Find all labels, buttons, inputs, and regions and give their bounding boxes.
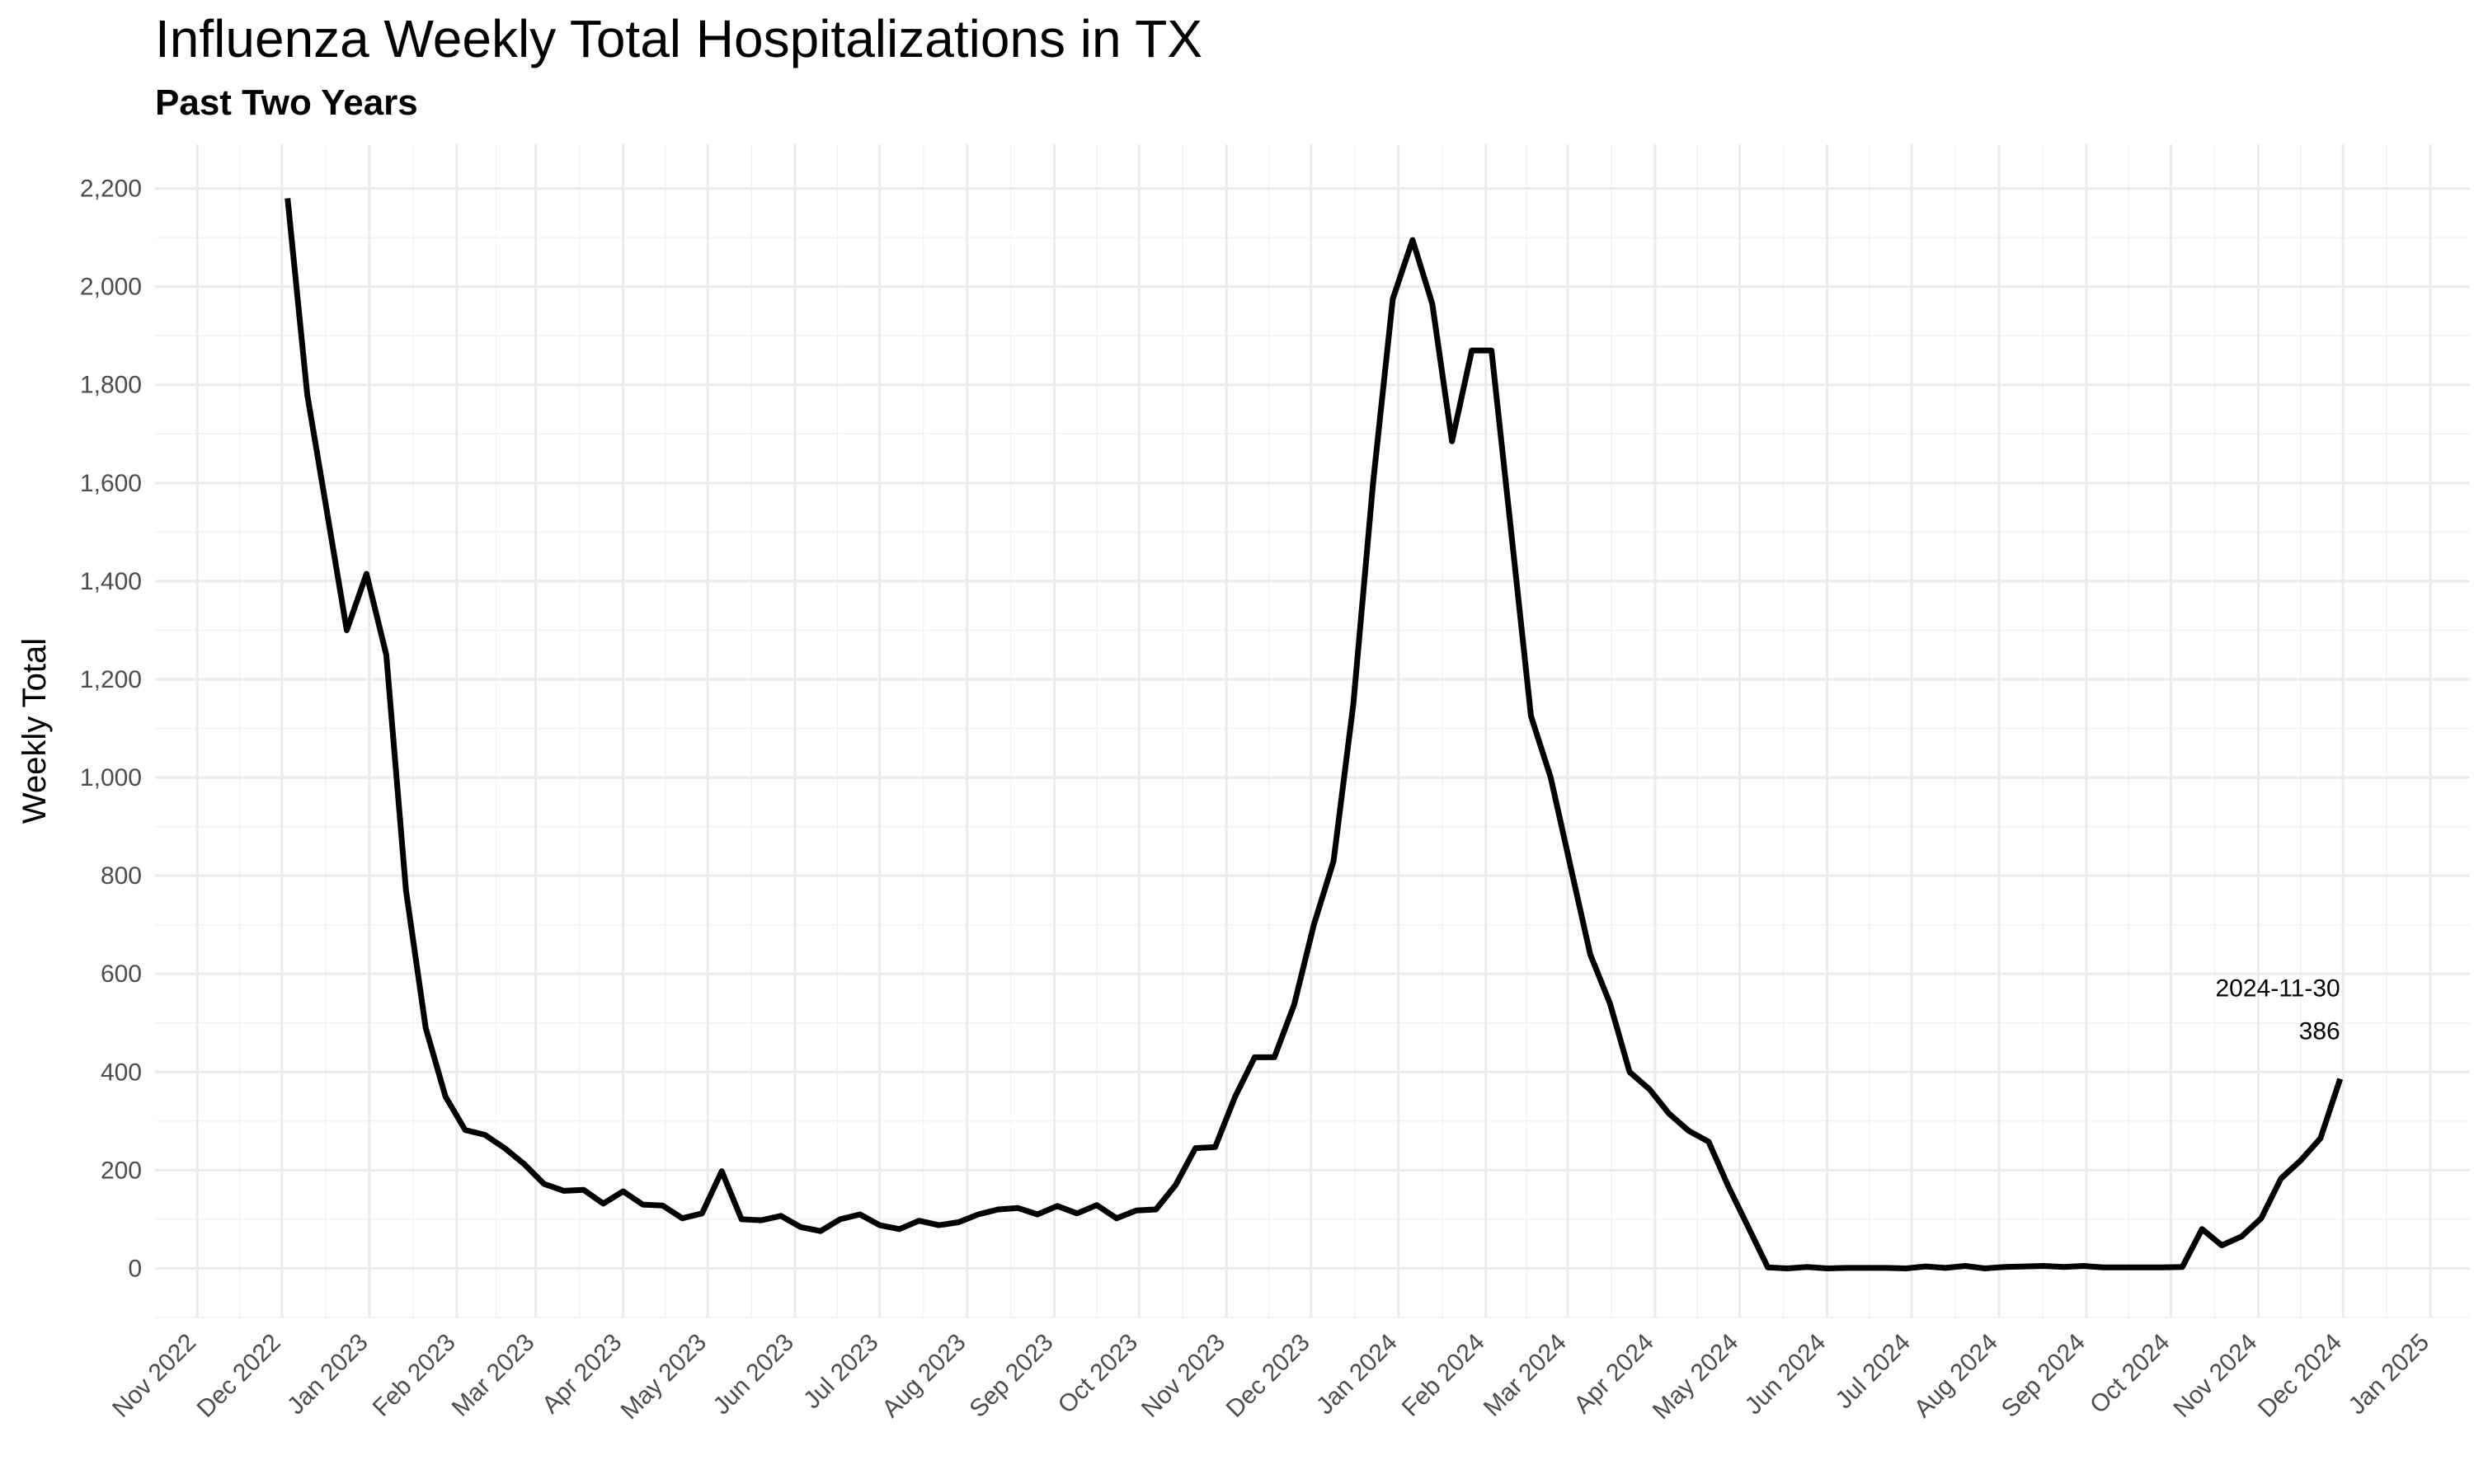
x-tick-label: Aug 2023 bbox=[877, 1329, 971, 1423]
y-tick-label: 1,600 bbox=[80, 470, 142, 497]
x-tick-label: Sep 2024 bbox=[1997, 1329, 2091, 1423]
data-points bbox=[285, 196, 2343, 1271]
x-tick-label: Apr 2023 bbox=[537, 1329, 627, 1419]
minor-gridlines bbox=[155, 144, 2470, 1318]
annotation-value: 386 bbox=[2299, 1018, 2340, 1045]
y-tick-label: 1,400 bbox=[80, 568, 142, 595]
major-gridlines bbox=[155, 144, 2470, 1317]
y-tick-label: 2,000 bbox=[80, 274, 142, 301]
chart-title: Influenza Weekly Total Hospitalizations … bbox=[155, 9, 1202, 68]
x-tick-label: Dec 2024 bbox=[2253, 1329, 2347, 1423]
x-tick-label: Jun 2023 bbox=[708, 1329, 799, 1421]
chart-subtitle: Past Two Years bbox=[155, 82, 418, 123]
y-tick-label: 600 bbox=[101, 960, 142, 988]
x-tick-label: Nov 2022 bbox=[107, 1329, 201, 1423]
y-tick-label: 0 bbox=[128, 1255, 142, 1282]
annotation-date: 2024-11-30 bbox=[2215, 975, 2340, 1003]
x-tick-label: Dec 2023 bbox=[1221, 1329, 1315, 1423]
x-tick-label: Jul 2024 bbox=[1830, 1329, 1916, 1415]
x-tick-label: Jan 2023 bbox=[282, 1329, 374, 1421]
x-tick-label: Sep 2023 bbox=[964, 1329, 1058, 1423]
x-tick-label: Jan 2025 bbox=[2343, 1329, 2434, 1421]
x-tick-label: Mar 2023 bbox=[447, 1329, 540, 1422]
y-tick-label: 1,000 bbox=[80, 764, 142, 791]
x-tick-label: Oct 2023 bbox=[1053, 1329, 1143, 1419]
y-tick-label: 1,800 bbox=[80, 372, 142, 399]
y-tick-label: 800 bbox=[101, 862, 142, 890]
x-tick-label: Nov 2024 bbox=[2168, 1329, 2262, 1423]
x-tick-label: Apr 2024 bbox=[1569, 1329, 1658, 1419]
x-tick-label: Feb 2024 bbox=[1397, 1329, 1490, 1422]
x-tick-label: Nov 2023 bbox=[1136, 1329, 1230, 1423]
y-axis-ticks: 0 200 400 600 800 1,000 1,200 1,400 1,600 1,800 2,… bbox=[80, 176, 142, 1283]
x-tick-label: May 2023 bbox=[616, 1329, 712, 1425]
x-tick-label: Aug 2024 bbox=[1909, 1329, 2003, 1423]
series-line bbox=[285, 198, 2344, 1271]
x-tick-label: Mar 2024 bbox=[1479, 1329, 1572, 1422]
y-tick-label: 1,200 bbox=[80, 666, 142, 693]
x-tick-label: May 2024 bbox=[1648, 1329, 1743, 1425]
x-tick-label: Jul 2023 bbox=[798, 1329, 884, 1415]
y-axis-title: Weekly Total bbox=[16, 638, 53, 824]
y-tick-label: 400 bbox=[101, 1059, 142, 1086]
x-tick-label: Feb 2023 bbox=[368, 1329, 461, 1422]
x-tick-label: Jun 2024 bbox=[1740, 1329, 1832, 1421]
y-tick-label: 200 bbox=[101, 1157, 142, 1184]
y-tick-label: 2,200 bbox=[80, 176, 142, 203]
x-tick-label: Dec 2022 bbox=[192, 1329, 286, 1423]
x-tick-label: Jan 2024 bbox=[1311, 1329, 1403, 1421]
x-tick-label: Oct 2024 bbox=[2085, 1329, 2175, 1419]
